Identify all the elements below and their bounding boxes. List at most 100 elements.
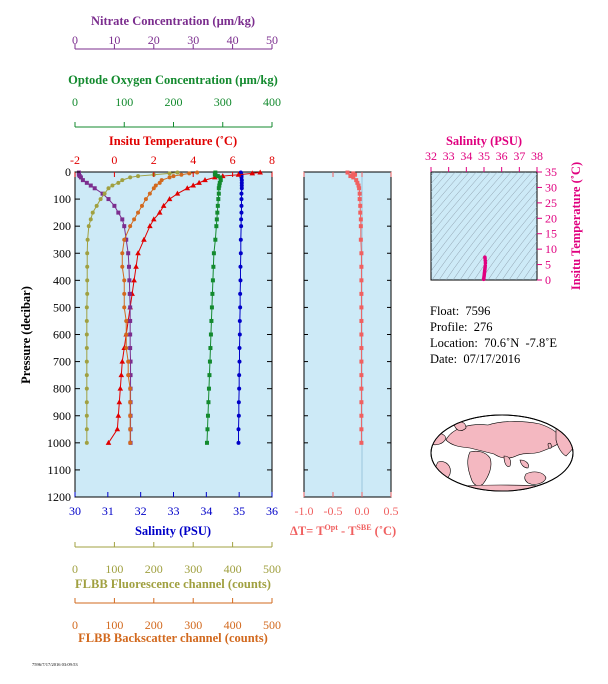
delta-t-point (358, 203, 363, 208)
pressure-tick-label: 0 (65, 165, 71, 179)
pressure-axis-label: Pressure (decibar) (19, 286, 33, 384)
oxygen-point (204, 440, 209, 445)
nitrate-point (92, 186, 97, 191)
salinity-point (237, 332, 242, 337)
salinity-tick-label: 34 (200, 504, 212, 518)
ts-isopycnal (431, 172, 449, 193)
nitrate-point (128, 332, 133, 337)
fluorescence-point (84, 346, 89, 351)
fluorescence-point (106, 186, 111, 191)
backscatter-point (124, 318, 129, 323)
fluorescence-point (84, 413, 89, 418)
nitrate-point (126, 264, 131, 269)
fluorescence-point (86, 224, 91, 229)
delta-t-point (348, 174, 353, 179)
nitrate-point (126, 251, 131, 256)
backscatter-point (128, 224, 133, 229)
fluorescence-tick-label: 200 (145, 562, 163, 576)
salinity-point (239, 197, 244, 202)
oxygen-point (216, 197, 221, 202)
delta-t-point (358, 224, 363, 229)
oxygen-point (205, 413, 210, 418)
nitrate-axis: Nitrate Concentration (µm/kg) 0 10 20 30 40 5… (72, 14, 278, 50)
oxygen-point (217, 180, 222, 185)
delta-t-point (351, 175, 356, 180)
nitrate-tick-label: 30 (187, 33, 199, 47)
oxygen-point (209, 305, 214, 310)
nitrate-point (78, 175, 83, 180)
salinity-tick-label: 31 (102, 504, 114, 518)
ts-y-tick-label: 15 (545, 227, 557, 241)
delta-t-point (345, 170, 350, 175)
footer-stamp: 7596/7/17/2016 03:09:53 (32, 662, 78, 667)
backscatter-tick-label: 300 (184, 618, 202, 632)
delta-t-point (359, 264, 364, 269)
oxygen-point (215, 203, 220, 208)
ts-isopycnal (438, 172, 526, 280)
fluorescence-point (102, 191, 107, 196)
pressure-tick-label: 700 (53, 355, 71, 369)
backscatter-point (157, 180, 162, 185)
nitrate-tick-label: 0 (72, 33, 78, 47)
delta-t-point (359, 427, 364, 432)
pressure-tick-label: 1200 (47, 490, 71, 504)
nitrate-point (120, 217, 125, 222)
fluorescence-point (88, 217, 93, 222)
fluorescence-point (167, 171, 172, 176)
salinity-point (239, 203, 244, 208)
ts-isopycnal (445, 172, 533, 280)
temperature-tick-label: 8 (269, 153, 275, 167)
ts-x-tick-label: 34 (460, 149, 472, 163)
oxygen-tick-label: 200 (165, 95, 183, 109)
pressure-tick-label: 1100 (47, 463, 71, 477)
temperature-tick-label: 4 (190, 153, 196, 167)
backscatter-tick-label: 500 (263, 618, 281, 632)
fluorescence-point (98, 197, 103, 202)
backscatter-point (128, 427, 133, 432)
oxygen-tick-label: 0 (72, 95, 78, 109)
backscatter-tick-label: 100 (105, 618, 123, 632)
delta-t-tick-label: 0.0 (355, 504, 370, 518)
pressure-tick-label: 800 (53, 382, 71, 396)
fluorescence-axis: 0 100 200 300 400 500 FLBB Fluorescence chann… (72, 542, 281, 591)
temperature-point (190, 182, 196, 188)
oxygen-point (212, 172, 217, 177)
pressure-tick-label: 500 (53, 300, 71, 314)
fluorescence-tick-label: 500 (263, 562, 281, 576)
ts-isopycnal (431, 172, 484, 235)
fluorescence-point (85, 291, 90, 296)
fluorescence-point (136, 174, 141, 179)
delta-t-point (359, 332, 364, 337)
ts-x-tick-label: 37 (513, 149, 525, 163)
pressure-tick-label: 200 (53, 219, 71, 233)
delta-t-point (355, 180, 360, 185)
salinity-point (236, 427, 241, 432)
salinity-point (238, 264, 243, 269)
delta-t-plot-area (303, 171, 392, 498)
salinity-point (238, 251, 243, 256)
oxygen-point (210, 278, 215, 283)
nitrate-point (128, 305, 133, 310)
nitrate-point (88, 183, 93, 188)
profile-number: Profile: 276 (430, 320, 493, 334)
salinity-point (239, 191, 244, 196)
salinity-point (239, 217, 244, 222)
backscatter-tick-label: 0 (72, 618, 78, 632)
temperature-point (114, 426, 121, 432)
salinity-point (239, 224, 244, 229)
ts-temperature-label: Insitu Temperature (˚C) (569, 162, 583, 290)
nitrate-tick-label: 40 (227, 33, 239, 47)
backscatter-point (120, 264, 125, 269)
fluorescence-point (84, 373, 89, 378)
nitrate-point (128, 346, 133, 351)
ts-isopycnal (501, 232, 537, 280)
nitrate-point (128, 318, 133, 323)
oxygen-point (211, 251, 216, 256)
temperature-point (160, 202, 167, 208)
backscatter-point (126, 373, 131, 378)
fluorescence-point (84, 400, 89, 405)
pressure-tick-label: 100 (53, 192, 71, 206)
oxygen-tick-label: 300 (214, 95, 232, 109)
salinity-point (236, 413, 241, 418)
